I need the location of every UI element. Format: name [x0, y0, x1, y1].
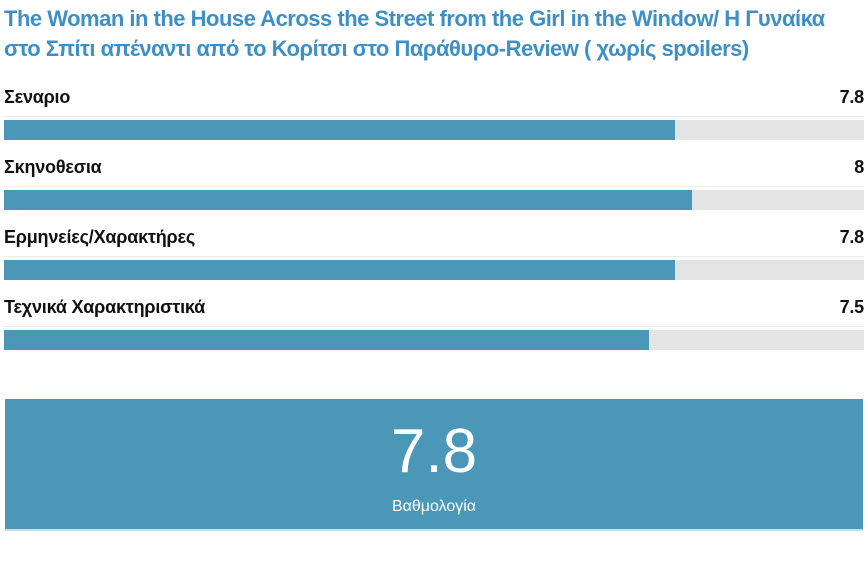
rating-score: 7.5	[839, 297, 865, 317]
review-widget: The Woman in the House Across the Street…	[4, 6, 864, 531]
rating-row-performances: Ερμηνείες/Χαρακτήρες 7.8	[4, 223, 864, 280]
rating-score: 8	[854, 157, 864, 177]
rating-bar-track	[4, 120, 864, 140]
overall-score-box: 7.8 Βαθμολογία	[5, 399, 863, 531]
rating-label: Σεναριο	[4, 87, 71, 107]
rating-row-scenario: Σεναριο 7.8	[4, 83, 864, 140]
page-title: The Woman in the House Across the Street…	[4, 6, 825, 61]
rating-row-direction: Σκηνοθεσια 8	[4, 153, 864, 210]
rating-bar-fill	[4, 330, 649, 350]
rating-bar-fill	[4, 190, 692, 210]
overall-score-value: 7.8	[390, 417, 478, 486]
rating-head: Σεναριο 7.8	[4, 83, 864, 117]
rating-score: 7.8	[839, 227, 865, 247]
rating-head: Σκηνοθεσια 8	[4, 153, 864, 187]
rating-bar-track	[4, 260, 864, 280]
ratings-list: Σεναριο 7.8 Σκηνοθεσια 8 Ερμηνείες/Χαρακ…	[4, 83, 864, 350]
overall-score-label: Βαθμολογία	[391, 498, 477, 515]
rating-label: Ερμηνείες/Χαρακτήρες	[4, 227, 195, 247]
rating-bar-fill	[4, 260, 675, 280]
rating-label: Τεχνικά Χαρακτηριστικά	[4, 297, 206, 317]
rating-bar-track	[4, 330, 864, 350]
rating-row-technical: Τεχνικά Χαρακτηριστικά 7.5	[4, 293, 864, 350]
rating-bar-track	[4, 190, 864, 210]
rating-head: Ερμηνείες/Χαρακτήρες 7.8	[4, 223, 864, 257]
rating-head: Τεχνικά Χαρακτηριστικά 7.5	[4, 293, 864, 327]
rating-label: Σκηνοθεσια	[4, 157, 102, 177]
rating-bar-fill	[4, 120, 675, 140]
rating-score: 7.8	[839, 87, 865, 107]
